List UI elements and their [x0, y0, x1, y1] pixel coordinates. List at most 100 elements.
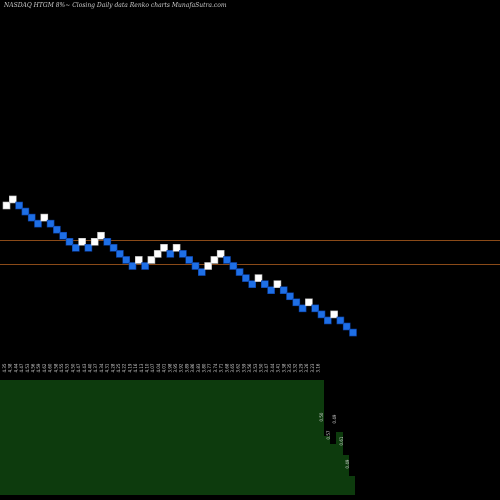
- price-labels: 4.35 4.38 4.44 4.47 4.53 4.56 4.59 4.62 4.60 4.58…: [2, 363, 321, 372]
- price-label: 4.22: [122, 363, 127, 372]
- price-label: 4.28: [110, 363, 115, 372]
- price-label: 4.19: [127, 363, 132, 372]
- renko-bricks: [2, 195, 357, 337]
- volume-label: 0.57: [326, 430, 331, 439]
- renko-brick-down: [279, 286, 288, 295]
- price-label: 3.62: [236, 363, 241, 372]
- renko-brick-up: [78, 238, 86, 246]
- renko-brick-up: [97, 231, 105, 240]
- price-label: 4.47: [19, 363, 24, 372]
- renko-brick-up: [9, 195, 17, 204]
- renko-brick-down: [53, 225, 61, 234]
- renko-brick-up: [172, 244, 181, 252]
- renko-brick-down: [323, 316, 332, 325]
- price-label: 4.53: [65, 363, 70, 372]
- volume-bars: [0, 380, 355, 495]
- price-label: 3.77: [207, 363, 212, 372]
- renko-brick-down: [342, 322, 351, 331]
- price-label: 4.25: [116, 363, 121, 372]
- renko-brick-up: [135, 256, 143, 264]
- price-label: 3.16: [316, 363, 321, 372]
- renko-brick-down: [292, 298, 301, 307]
- volume-label: 0.49: [345, 459, 350, 468]
- renko-brick-down: [185, 256, 193, 264]
- price-label: 3.56: [247, 363, 252, 372]
- price-label: 3.29: [298, 363, 303, 372]
- renko-brick-down: [141, 262, 149, 270]
- volume-label: 0.49: [332, 414, 337, 423]
- renko-brick-down: [235, 268, 244, 276]
- renko-brick-up: [90, 238, 99, 246]
- price-label: 4.59: [36, 363, 41, 372]
- price-label: 4.35: [2, 363, 7, 372]
- price-label: 4.34: [99, 363, 104, 372]
- renko-brick-down: [267, 286, 275, 295]
- price-label: 4.01: [162, 363, 167, 372]
- price-label: 3.38: [281, 363, 286, 372]
- renko-brick-up: [40, 213, 49, 222]
- price-label: 3.26: [304, 363, 309, 372]
- price-label: 3.41: [276, 363, 281, 372]
- renko-brick-down: [46, 219, 55, 228]
- renko-brick-down: [128, 262, 137, 270]
- renko-brick-down: [223, 256, 231, 264]
- renko-brick-down: [84, 244, 93, 252]
- price-label: 3.98: [167, 363, 172, 372]
- renko-brick-up: [210, 256, 219, 264]
- renko-brick-down: [248, 280, 256, 288]
- renko-brick-up: [147, 256, 156, 264]
- price-label: 4.37: [93, 363, 98, 372]
- renko-brick-down: [179, 250, 187, 258]
- volume-label: 0.50: [319, 412, 324, 421]
- volume-area: 0.50 0.57 0.49 0.61 0.49: [0, 380, 355, 495]
- price-label: 4.43: [82, 363, 87, 372]
- price-label: 3.83: [196, 363, 201, 372]
- renko-brick-down: [242, 274, 250, 282]
- price-label: 4.56: [31, 363, 36, 372]
- renko-brick-up: [160, 244, 168, 252]
- price-label: 3.23: [310, 363, 315, 372]
- price-label: 3.92: [179, 363, 184, 372]
- price-label: 4.47: [76, 363, 81, 372]
- price-label: 4.55: [59, 363, 64, 372]
- price-label: 4.04: [156, 363, 161, 372]
- price-label: 3.86: [190, 363, 195, 372]
- renko-brick-down: [317, 310, 326, 319]
- price-label: 3.65: [230, 363, 235, 372]
- price-label: 4.38: [8, 363, 13, 372]
- renko-brick-down: [15, 201, 23, 210]
- price-label: 3.68: [224, 363, 229, 372]
- renko-brick-up: [204, 262, 212, 270]
- renko-brick-up: [330, 310, 338, 319]
- price-label: 3.35: [287, 363, 292, 372]
- page-title: NASDAQ HTGM 8%~ Closing Daily data Renko…: [4, 2, 227, 9]
- renko-brick-down: [286, 292, 294, 301]
- price-label: 3.44: [270, 363, 275, 372]
- renko-brick-down: [59, 231, 68, 240]
- renko-brick-down: [21, 207, 30, 216]
- price-label: 4.07: [150, 363, 155, 372]
- price-label: 4.40: [88, 363, 93, 372]
- renko-brick-up: [305, 298, 313, 307]
- renko-brick-down: [349, 328, 357, 337]
- renko-brick-down: [260, 280, 269, 288]
- renko-brick-down: [65, 238, 74, 246]
- renko-brick-down: [229, 262, 238, 270]
- renko-brick-down: [298, 304, 307, 313]
- renko-brick-down: [311, 304, 320, 313]
- price-label: 4.58: [53, 363, 58, 372]
- price-label: 3.71: [219, 363, 224, 372]
- price-label: 4.13: [139, 363, 144, 372]
- price-label: 4.31: [105, 363, 110, 372]
- price-label: 3.95: [173, 363, 178, 372]
- renko-brick-up: [216, 250, 225, 258]
- renko-brick-down: [166, 250, 175, 258]
- price-label: 3.50: [259, 363, 264, 372]
- renko-brick-down: [336, 316, 345, 325]
- renko-brick-down: [27, 213, 36, 222]
- price-label: 3.89: [184, 363, 189, 372]
- price-label: 4.62: [42, 363, 47, 372]
- renko-brick-down: [109, 244, 118, 252]
- renko-brick-down: [122, 256, 130, 264]
